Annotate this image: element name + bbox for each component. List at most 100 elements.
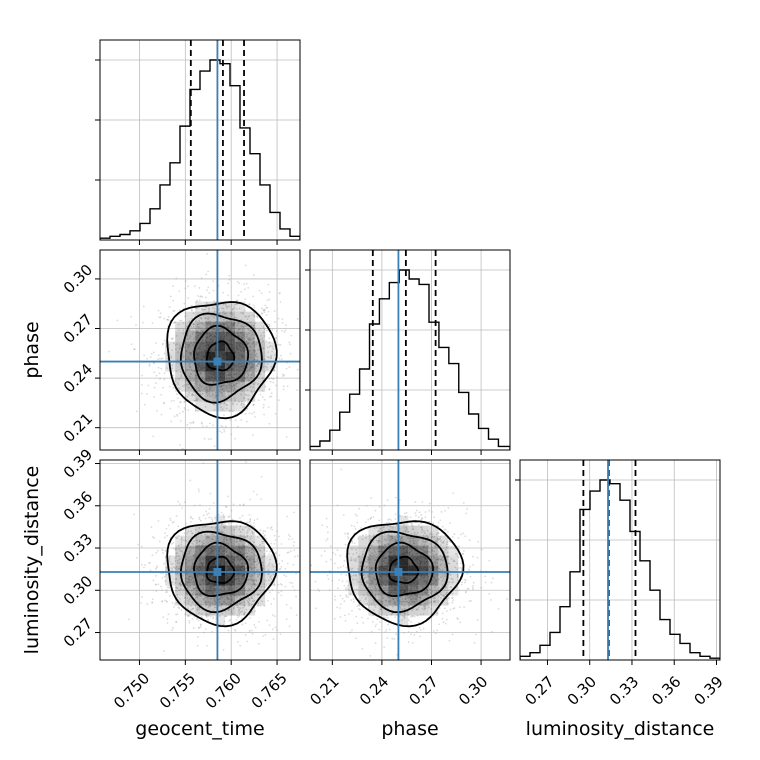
scatter-point [190,369,193,371]
scatter-point [176,561,179,564]
scatter-point [260,475,263,478]
scatter-point [239,530,242,533]
scatter-point [378,589,381,592]
scatter-point [251,366,254,369]
scatter-point [426,550,429,553]
scatter-point [212,616,215,618]
scatter-point [395,534,398,536]
scatter-point [266,368,268,371]
scatter-point [204,533,207,536]
scatter-point [235,307,238,310]
scatter-point [363,594,365,596]
scatter-point [326,574,329,577]
scatter-point [189,584,192,587]
scatter-point [475,633,477,636]
scatter-point [243,604,246,607]
scatter-point [270,554,273,557]
scatter-point [175,577,177,580]
scatter-point [355,637,357,640]
density-cell [255,595,266,606]
scatter-point [208,385,211,388]
scatter-point [243,283,245,286]
scatter-point [183,532,186,534]
scatter-point [357,581,359,583]
scatter-point [371,589,374,592]
scatter-point [238,543,240,546]
scatter-point [416,614,419,617]
scatter-point [431,550,433,553]
scatter-point [375,623,378,626]
scatter-point [191,593,194,596]
density-cell [225,555,236,566]
scatter-point [369,553,372,556]
density-cell [185,585,196,596]
scatter-point [410,598,413,601]
scatter-point [186,597,189,599]
density-cell [215,331,226,342]
density-cell [225,351,236,362]
scatter-point [185,383,188,386]
scatter-point [366,582,369,584]
scatter-point [225,403,228,406]
scatter-point [219,323,222,326]
scatter-point [406,601,409,604]
scatter-point [193,581,196,583]
scatter-point [238,528,241,531]
scatter-point [204,517,207,520]
scatter-point [219,531,222,533]
density-cell [245,311,256,322]
scatter-point [219,531,221,534]
scatter-point [206,391,209,393]
scatter-point [219,406,222,409]
scatter-point [186,582,189,584]
scatter-point [197,295,200,297]
scatter-point [422,549,425,552]
scatter-point [252,583,255,586]
scatter-point [172,374,175,377]
scatter-point [228,390,231,393]
scatter-point [268,323,271,326]
scatter-point [250,585,253,588]
scatter-point [252,549,255,552]
scatter-point [370,573,373,575]
scatter-point [382,546,384,549]
scatter-point [367,518,370,521]
scatter-point [175,413,178,416]
scatter-point [419,596,422,599]
scatter-point [358,572,361,575]
scatter-point [191,350,194,353]
scatter-point [243,601,246,604]
scatter-point [443,575,446,578]
density-cell [255,361,266,372]
scatter-point [411,615,414,618]
scatter-point [174,581,177,584]
scatter-point [166,622,169,624]
scatter-point [220,531,223,534]
scatter-point [246,578,249,581]
scatter-point [262,309,265,312]
scatter-point [172,541,175,544]
scatter-point [430,533,432,536]
scatter-point [246,343,249,346]
scatter-point [194,604,197,607]
scatter-point [250,364,253,367]
scatter-point [150,352,153,355]
scatter-point [391,537,394,540]
scatter-point [196,380,198,383]
scatter-point [370,582,372,585]
scatter-point [186,395,189,398]
scatter-point [260,334,262,337]
scatter-point [446,610,448,612]
density-cell [235,361,246,372]
scatter-point [447,507,450,509]
density-cell [205,331,216,342]
scatter-point [377,539,380,542]
scatter-point [193,385,196,388]
scatter-point [366,558,369,561]
scatter-point [287,533,290,536]
scatter-point [203,437,206,440]
scatter-point [428,502,431,505]
scatter-point [244,622,247,625]
scatter-point [351,629,353,632]
density-cell [205,545,216,556]
